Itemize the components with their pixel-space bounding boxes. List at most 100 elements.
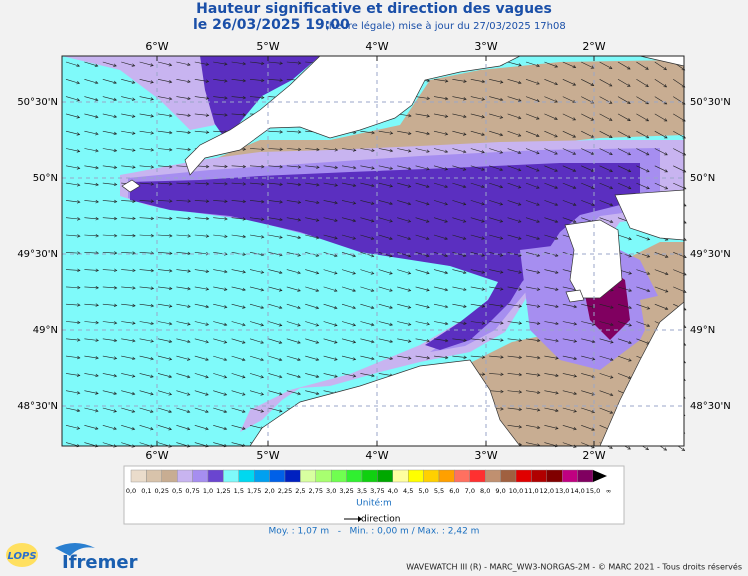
arrow-head (132, 148, 136, 152)
arrow-head (389, 131, 394, 135)
arrow-head (187, 113, 191, 118)
arrow-head (591, 374, 596, 379)
arrow-head (297, 323, 301, 327)
color-label: 0,75 (185, 487, 199, 495)
arrow-head (333, 288, 338, 292)
arrow-head (481, 236, 485, 240)
arrow-head (444, 355, 449, 360)
arrow-head (389, 271, 393, 275)
arrow-shaft (286, 269, 301, 274)
arrow-shaft (562, 96, 576, 103)
arrow-shaft (544, 321, 559, 325)
arrow-shaft (617, 148, 631, 155)
arrow-head (242, 199, 247, 204)
color-box (562, 469, 578, 483)
arrow-shaft (507, 407, 522, 410)
arrow-shaft (452, 321, 467, 324)
color-label: 11,0 (524, 487, 538, 495)
arrow-shaft (507, 130, 521, 137)
arrow-head (554, 82, 558, 86)
arrow-shaft (378, 200, 393, 205)
arrow-head (334, 236, 338, 240)
title: Hauteur significative et direction des v… (196, 1, 552, 17)
arrow-head (187, 96, 191, 101)
arrow-head (370, 219, 375, 223)
arrow-shaft (249, 407, 264, 412)
arrow-head (645, 135, 650, 139)
color-label: 4,0 (388, 487, 398, 495)
arrow-head (334, 271, 338, 275)
arrow-head (205, 304, 210, 309)
arrow-head (555, 339, 559, 343)
arrow-head (572, 99, 577, 103)
arrow-shaft (139, 407, 154, 413)
arrow-head (627, 135, 631, 139)
arrow-head (518, 304, 523, 308)
arrow-shaft (470, 96, 485, 100)
arrow-shaft (305, 165, 320, 168)
arrow-head (205, 322, 210, 326)
arrow-shaft (102, 373, 117, 377)
arrow-head (389, 219, 393, 223)
arrow-head (132, 303, 136, 308)
arrow-head (131, 63, 136, 67)
arrow-shaft (249, 148, 264, 150)
arrow-shaft (360, 373, 375, 377)
color-label: 2,75 (309, 487, 323, 495)
arrow-head (628, 271, 632, 275)
arrow-shaft (452, 200, 466, 205)
arrow-head (150, 114, 155, 118)
arrow-head (389, 201, 393, 206)
arrow-head (260, 235, 265, 239)
arrow-shaft (433, 321, 448, 325)
arrow-shaft (231, 217, 246, 220)
arrow-shaft (305, 390, 319, 395)
arrow-head (554, 185, 559, 189)
arrow-shaft (636, 321, 650, 327)
arrow-shaft (654, 286, 669, 293)
arrow-head (76, 149, 81, 153)
arrow-head (518, 236, 522, 240)
arrow-head (242, 182, 247, 186)
arrow-head (242, 234, 247, 239)
arrow-shaft (525, 373, 540, 376)
arrow-shaft (84, 355, 99, 359)
arrow-head (627, 186, 632, 190)
arrow-shaft (194, 407, 209, 413)
arrow-shaft (65, 355, 80, 359)
color-label: 2,0 (264, 487, 274, 495)
arrow-head (149, 427, 154, 431)
arrow-head (554, 99, 558, 103)
arrow-shaft (617, 61, 631, 70)
arrow-head (352, 271, 356, 275)
arrow-shaft (102, 61, 117, 67)
arrow-head (371, 356, 375, 361)
arrow-head (462, 132, 467, 136)
arrow-head (536, 408, 541, 412)
arrow-head (205, 269, 210, 273)
arrow-shaft (176, 355, 190, 361)
arrow-head (94, 98, 99, 102)
arrow-head (132, 216, 136, 221)
arrow-shaft (157, 252, 172, 254)
arrow-shaft (470, 355, 485, 358)
arrow-head (187, 286, 191, 291)
arrow-shaft (213, 303, 227, 308)
arrow-shaft (231, 182, 246, 185)
arrow-shaft (525, 425, 540, 429)
arrow-shaft (636, 148, 650, 156)
arrow-shaft (489, 113, 503, 119)
arrow-shaft (194, 61, 209, 65)
arrow-head (591, 185, 595, 190)
arrow-head (591, 409, 596, 414)
arrow-head (481, 372, 486, 376)
arrow-shaft (544, 303, 559, 308)
arrow-head (169, 234, 173, 238)
arrow-shaft (65, 234, 80, 237)
arrow-head (131, 391, 136, 396)
arrow-shaft (581, 165, 595, 172)
arrow-head (536, 81, 540, 85)
arrow-head (316, 147, 320, 152)
arrow-head (94, 80, 99, 85)
arrow-head (536, 219, 540, 223)
